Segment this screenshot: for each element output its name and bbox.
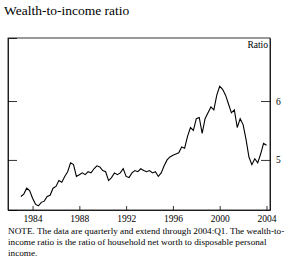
tick-label: 6 [276, 97, 281, 107]
tick: 2000 [211, 206, 230, 224]
tick-mark [261, 101, 270, 102]
tick: 2004 [257, 206, 276, 224]
tick-mark [79, 206, 80, 210]
plot-area [21, 86, 267, 206]
tick-mark [126, 206, 127, 210]
tick-mark [261, 160, 270, 161]
title: Wealth-to-income ratio [4, 3, 129, 18]
tick-mark [33, 206, 34, 210]
tick-mark [220, 206, 221, 210]
tick-label: 2000 [211, 214, 230, 224]
tick [8, 101, 17, 102]
tick: 6 [261, 97, 281, 107]
axis-line [270, 39, 271, 211]
y-axis-label: Ratio [247, 40, 268, 50]
tick: 1992 [117, 206, 136, 224]
tick-label: 1988 [70, 214, 89, 224]
tick-mark [266, 206, 267, 210]
tick-label: 5 [276, 155, 281, 165]
tick-label: 2004 [257, 214, 276, 224]
tick: 5 [261, 155, 281, 165]
tick-label: 1992 [117, 214, 136, 224]
y-axis-left [8, 39, 17, 211]
tick: 1988 [70, 206, 89, 224]
tick-mark [8, 160, 17, 161]
data-line [21, 86, 267, 206]
axis-line [9, 39, 18, 211]
tick [8, 160, 17, 161]
tick-mark [8, 101, 17, 102]
tick-label: 1984 [24, 214, 43, 224]
axis-line [9, 210, 271, 211]
tick: 1996 [164, 206, 183, 224]
y-axis-right: 56 [261, 39, 281, 211]
plot-frame [8, 38, 270, 210]
note: NOTE. The data are quarterly and extend … [8, 226, 290, 259]
tick-mark [173, 206, 174, 210]
tick-label: 1996 [164, 214, 183, 224]
tick: 1984 [24, 206, 43, 224]
x-axis: 1984 1988 1992 1996 2000 2004 [9, 206, 277, 224]
